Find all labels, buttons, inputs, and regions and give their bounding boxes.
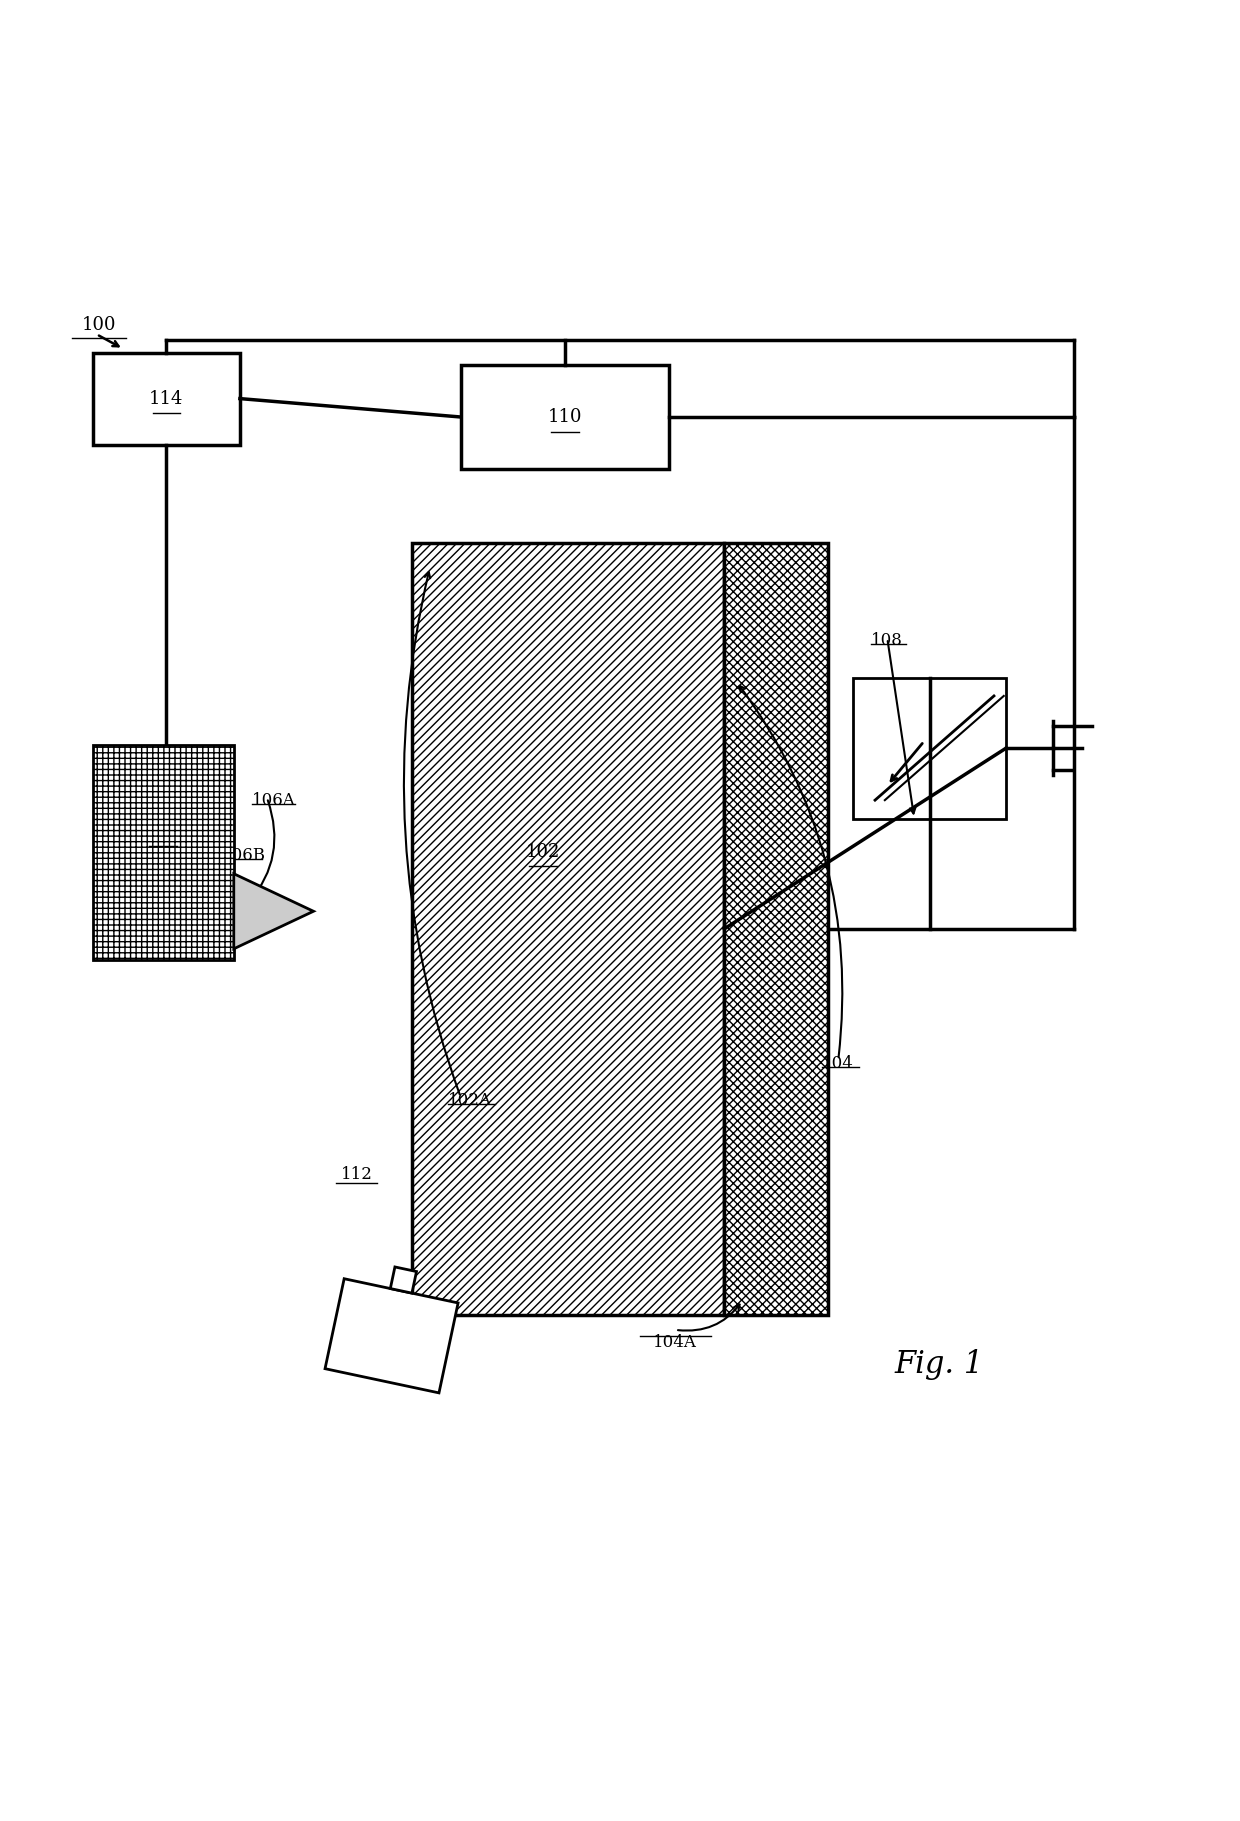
- Polygon shape: [234, 874, 314, 949]
- Text: 106: 106: [146, 821, 181, 839]
- Text: 104A: 104A: [653, 1333, 697, 1351]
- Text: 106B: 106B: [222, 847, 265, 863]
- Bar: [724, 543, 828, 1315]
- Text: 104: 104: [822, 1054, 854, 1073]
- Text: 108: 108: [872, 632, 903, 650]
- Bar: [412, 543, 724, 1315]
- Text: 100: 100: [82, 317, 117, 335]
- Text: 102A: 102A: [449, 1093, 492, 1109]
- Bar: [853, 677, 1006, 819]
- Text: 102: 102: [526, 843, 560, 861]
- Text: 114: 114: [149, 390, 184, 408]
- Bar: [93, 745, 234, 960]
- Text: 106A: 106A: [252, 792, 296, 809]
- Text: Fig. 1: Fig. 1: [894, 1349, 983, 1380]
- Bar: [460, 364, 670, 470]
- Bar: [391, 1267, 417, 1293]
- Bar: [325, 1278, 458, 1393]
- Text: 112: 112: [341, 1165, 372, 1182]
- Text: 110: 110: [548, 408, 582, 426]
- Bar: [93, 353, 239, 444]
